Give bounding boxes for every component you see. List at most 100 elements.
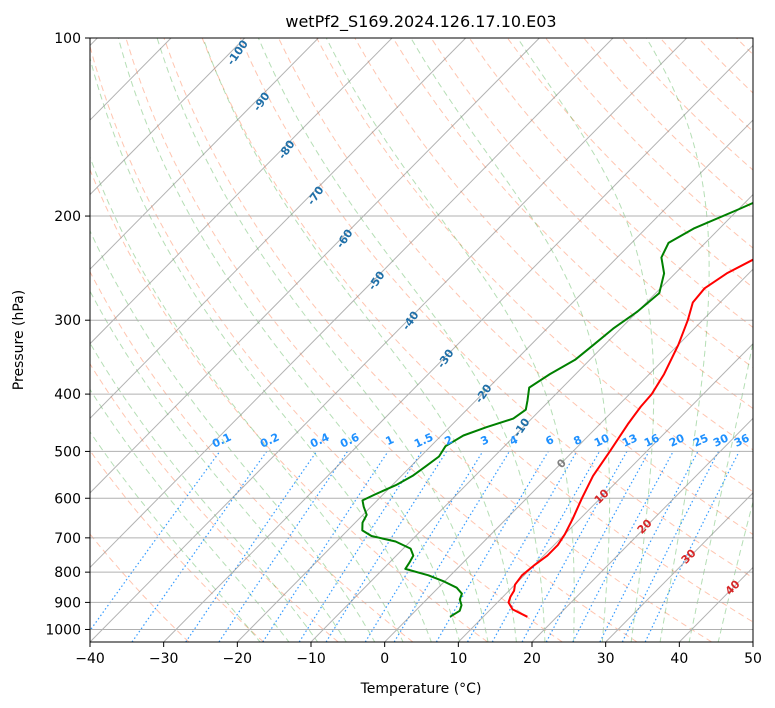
dry-adiabat-label: -90	[251, 90, 273, 114]
y-tick-label: 100	[54, 31, 81, 47]
mixing-ratio-line	[621, 451, 719, 642]
mixing-ratio-label: 30	[711, 431, 731, 449]
x-tick-label: 20	[523, 651, 541, 667]
dry-adiabat-line	[90, 270, 414, 642]
x-tick-label: −10	[296, 651, 326, 667]
dry-adiabat-line	[354, 38, 753, 451]
x-tick-label: 0	[380, 651, 389, 667]
mixing-ratio-label: 0.1	[210, 431, 233, 451]
plot-frame	[89, 37, 754, 643]
reference-labels: -100-90-80-70-60-50-40-30-20-100.1 0.2 0.4…	[210, 38, 752, 598]
dry-adiabat-line	[163, 38, 712, 642]
moist-adiabat-line	[156, 38, 489, 642]
dry-adiabat-line	[430, 38, 753, 369]
isotherm-line	[605, 492, 753, 642]
mixing-ratio-line	[491, 451, 601, 642]
moist-adiabat-label: 0	[554, 456, 569, 471]
mixing-ratio-label: 0.2	[258, 431, 281, 451]
isotherm-line	[457, 343, 753, 642]
x-tick-label: 40	[670, 651, 688, 667]
isotherm-line	[163, 44, 753, 642]
mixing-ratio-label: 16	[642, 431, 662, 449]
moist-adiabat-line	[517, 38, 655, 642]
moist-adiabat-line	[90, 56, 432, 642]
dewpoint-profile-line	[361, 201, 753, 618]
isotherm-line	[90, 38, 246, 196]
mixing-ratio-label: 8	[572, 433, 584, 448]
x-tick-label: 30	[597, 651, 615, 667]
dry-adiabat-line	[90, 168, 488, 642]
moist-adiabat-line	[645, 38, 710, 642]
moist-adiabat-line	[90, 388, 290, 642]
dry-adiabat-line	[468, 38, 753, 329]
series-group	[361, 201, 753, 618]
mixing-ratio-label: 3	[479, 433, 491, 448]
dry-adiabat-line	[316, 38, 753, 493]
isotherm-line	[90, 38, 614, 569]
dry-adiabat-label: -80	[276, 138, 298, 162]
isotherm-line	[310, 193, 753, 642]
dry-adiabat-line	[201, 38, 753, 623]
dry-adiabat-line	[506, 38, 753, 289]
dry-adiabat-label: -50	[366, 269, 388, 293]
y-tick-label: 900	[54, 595, 81, 611]
x-tick-label: −20	[223, 651, 253, 667]
moist-adiabat-line	[90, 431, 261, 642]
isotherm-line	[90, 38, 688, 642]
mixing-ratio-label: 36	[732, 431, 752, 449]
y-tick-label: 800	[54, 565, 81, 581]
y-tick-label: 600	[54, 491, 81, 507]
y-tick-label: 1000	[45, 622, 81, 638]
dry-adiabat-line	[125, 38, 638, 642]
moist-adiabat-line	[325, 38, 575, 642]
chart-title: wetPf2_S169.2024.126.17.10.E03	[285, 12, 556, 32]
x-tick-label: 10	[449, 651, 467, 667]
dry-adiabat-label: -60	[334, 227, 356, 251]
isotherm-line	[531, 417, 753, 642]
dry-adiabat-line	[278, 38, 753, 536]
dry-adiabat-line	[239, 38, 753, 579]
moist-adiabat-line	[90, 155, 404, 642]
moist-adiabat-label: 30	[679, 546, 699, 566]
mixing-ratio-label: 10	[592, 431, 612, 449]
mixing-ratio-label: 1.5	[412, 431, 435, 451]
isotherm-line	[90, 38, 467, 420]
mixing-ratio-line	[262, 451, 389, 642]
y-axis: 1000 900 800 700 600 500 400 300 200 100	[45, 31, 90, 638]
y-tick-label: 500	[54, 444, 81, 460]
x-tick-label: −30	[149, 651, 179, 667]
moist-adiabat-line	[90, 342, 319, 642]
moist-adiabat-line	[688, 339, 753, 642]
moist-adiabat-line	[717, 499, 753, 642]
mixing-ratio-label: 0.6	[338, 430, 361, 450]
mixing-ratio-line	[218, 451, 348, 642]
x-axis: −40 −30 −20 −10 0 10 20 30 40 50	[75, 642, 762, 667]
dry-adiabat-line	[90, 449, 264, 642]
y-tick-label: 200	[54, 209, 81, 225]
x-tick-label: 50	[744, 651, 762, 667]
dry-adiabat-line	[90, 362, 339, 642]
mixing-ratio-label: 20	[667, 431, 687, 449]
mixing-ratio-line	[545, 451, 650, 642]
x-axis-title: Temperature (°C)	[360, 681, 482, 697]
dry-adiabat-line	[90, 44, 563, 642]
isotherm-line	[384, 268, 753, 642]
dry-adiabat-line	[392, 38, 753, 410]
mixing-ratio-line	[90, 451, 221, 632]
grid	[90, 38, 753, 642]
y-tick-label: 400	[54, 387, 81, 403]
moist-adiabat-line	[257, 38, 546, 642]
isotherm-line	[236, 119, 753, 642]
isotherm-line	[90, 38, 319, 270]
dry-adiabat-line	[90, 533, 190, 642]
mixing-ratio-line	[521, 451, 628, 642]
mixing-ratio-line	[572, 451, 674, 642]
temperature-profile-line	[507, 258, 753, 618]
isotherm-line	[90, 38, 393, 345]
dry-adiabat-line	[736, 38, 753, 56]
isotherm-line	[90, 38, 540, 494]
y-axis-title: Pressure (hPa)	[11, 290, 27, 390]
mixing-ratio-line	[364, 451, 484, 642]
mixing-ratio-line	[325, 451, 448, 642]
